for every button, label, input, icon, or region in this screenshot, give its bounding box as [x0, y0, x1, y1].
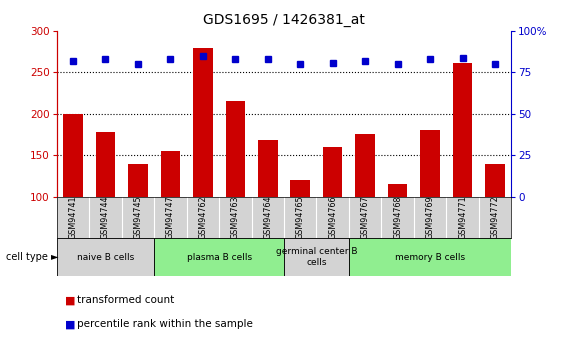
Bar: [453, 62, 472, 197]
Bar: [161, 151, 180, 197]
Text: germinal center B
cells: germinal center B cells: [275, 247, 357, 267]
Text: GSM94764: GSM94764: [264, 196, 272, 239]
Text: plasma B cells: plasma B cells: [186, 253, 252, 262]
Bar: [284, 238, 349, 276]
Text: GSM94766: GSM94766: [328, 196, 337, 239]
Bar: [154, 238, 284, 276]
Bar: [323, 147, 343, 197]
Text: GSM94762: GSM94762: [198, 196, 207, 239]
Title: GDS1695 / 1426381_at: GDS1695 / 1426381_at: [203, 13, 365, 27]
Bar: [485, 164, 505, 197]
Bar: [349, 238, 511, 276]
Text: GSM94763: GSM94763: [231, 196, 240, 239]
Bar: [356, 134, 375, 197]
Text: GSM94769: GSM94769: [425, 196, 435, 239]
Text: ■: ■: [65, 295, 76, 305]
Text: GSM94772: GSM94772: [491, 196, 499, 239]
Text: cell type ►: cell type ►: [6, 252, 58, 262]
Text: GSM94744: GSM94744: [101, 196, 110, 239]
Bar: [420, 130, 440, 197]
Bar: [258, 140, 278, 197]
Text: naive B cells: naive B cells: [77, 253, 134, 262]
Bar: [225, 101, 245, 197]
Text: GSM94741: GSM94741: [69, 196, 77, 239]
Text: memory B cells: memory B cells: [395, 253, 465, 262]
Bar: [128, 164, 148, 197]
Bar: [57, 238, 154, 276]
Text: GSM94771: GSM94771: [458, 196, 467, 239]
Text: GSM94747: GSM94747: [166, 196, 175, 239]
Text: GSM94767: GSM94767: [361, 196, 370, 239]
Text: GSM94745: GSM94745: [133, 196, 143, 239]
Bar: [290, 180, 310, 197]
Text: GSM94765: GSM94765: [296, 196, 304, 239]
Text: ■: ■: [65, 319, 76, 329]
Text: transformed count: transformed count: [77, 295, 174, 305]
Bar: [96, 132, 115, 197]
Bar: [63, 114, 83, 197]
Text: percentile rank within the sample: percentile rank within the sample: [77, 319, 253, 329]
Text: GSM94768: GSM94768: [393, 196, 402, 239]
Bar: [193, 48, 212, 197]
Bar: [388, 184, 407, 197]
